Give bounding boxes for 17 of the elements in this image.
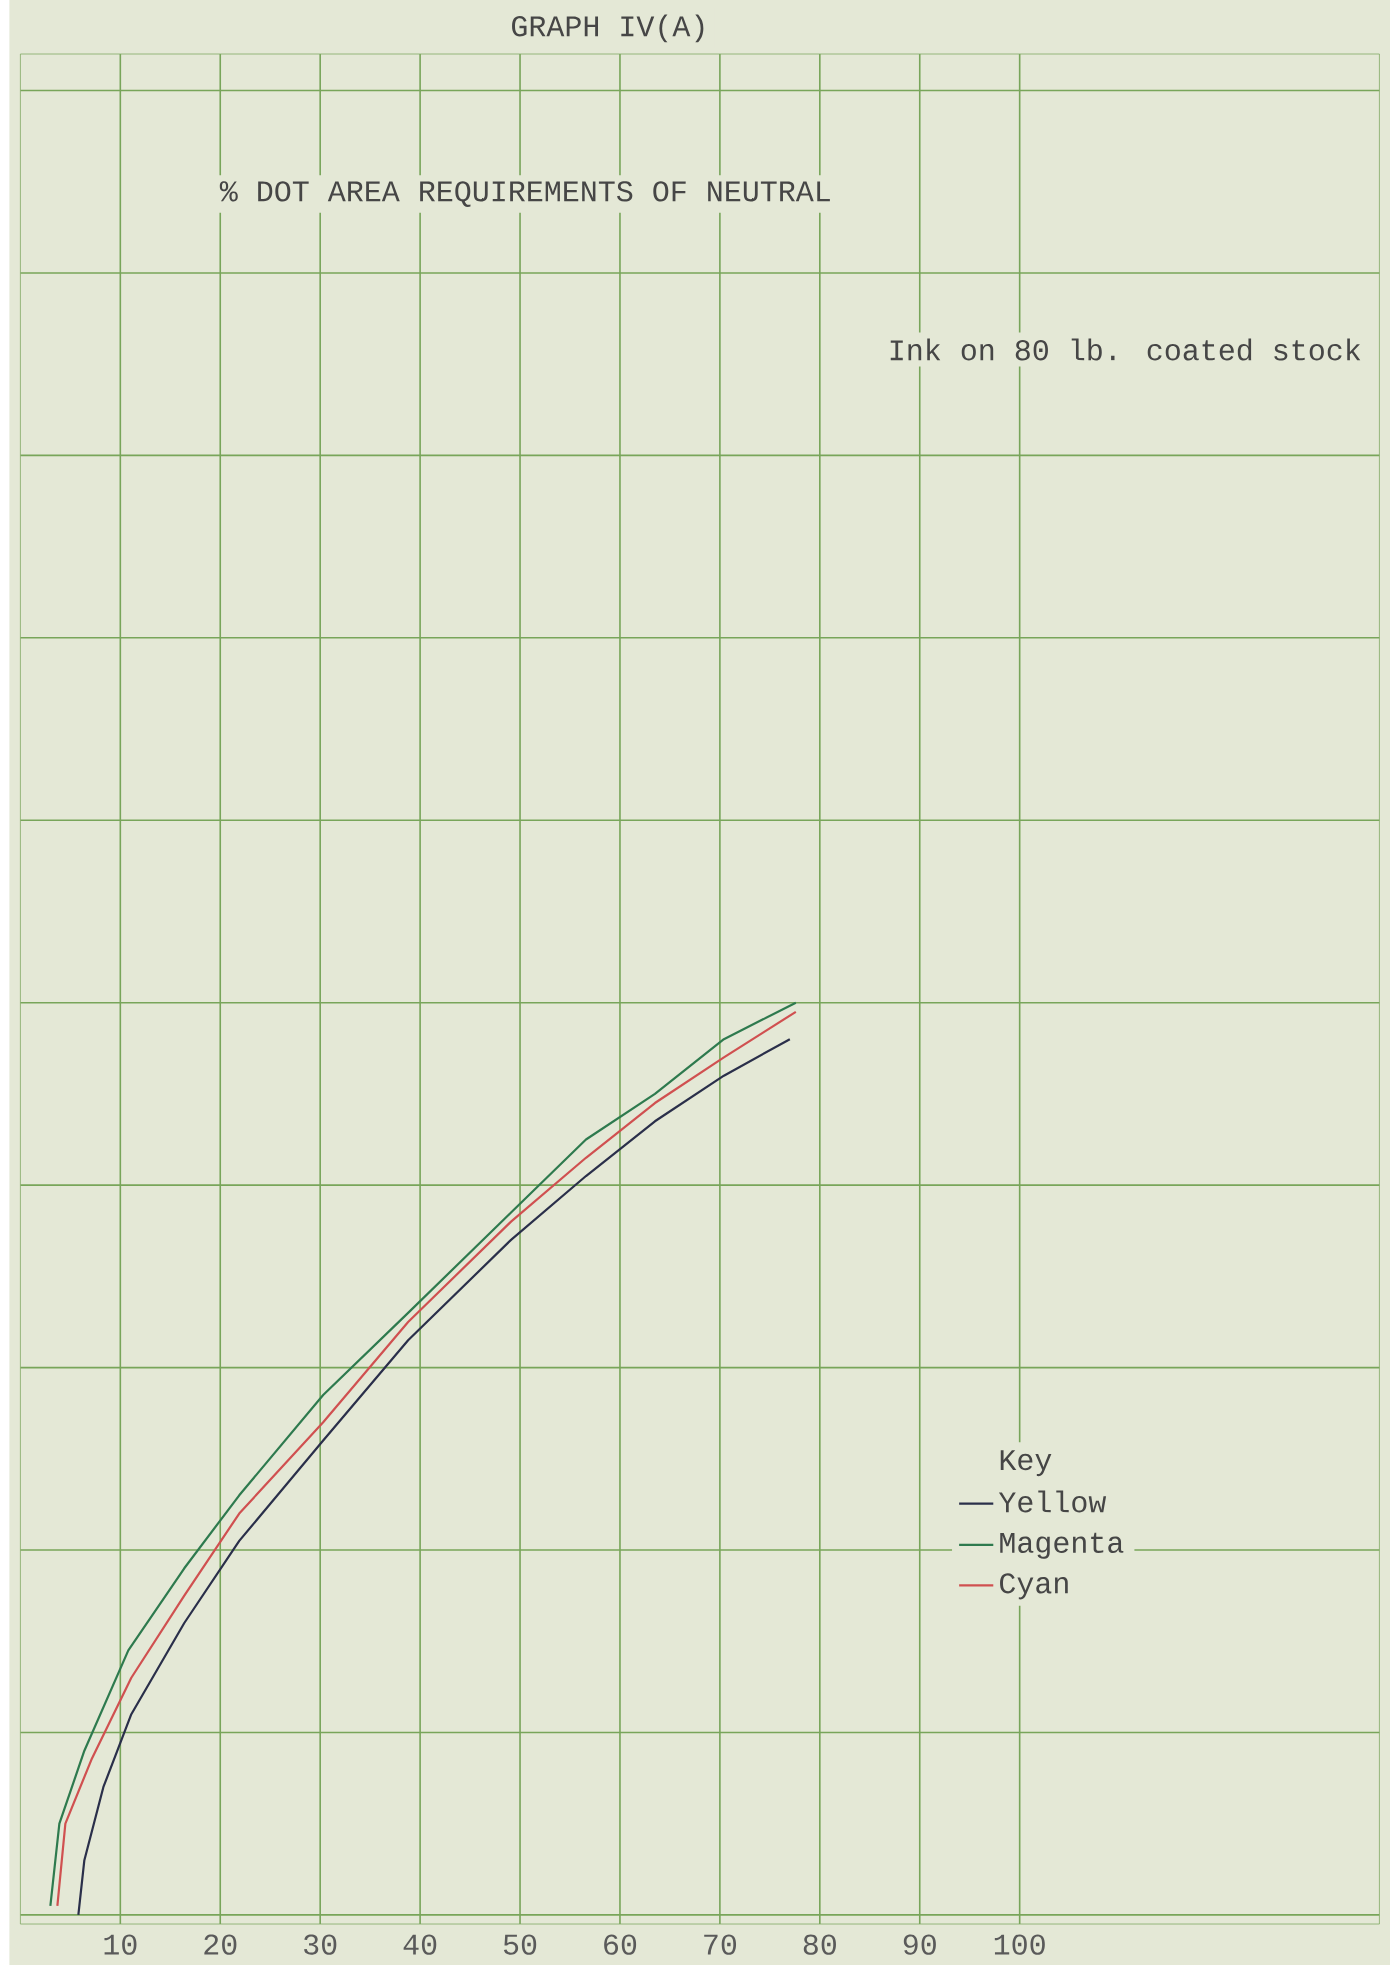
legend-title: Key [1000,1450,1052,1477]
x-tick-label: 80 [803,1934,836,1955]
legend-label: Yellow [998,1490,1106,1513]
x-tick-label: 40 [403,1934,437,1955]
x-tick-label: 70 [704,1934,736,1955]
legend-label: Magenta [1000,1532,1124,1559]
text: Ink on 80 lb. coated stock [890,338,1361,361]
chart-subtitle: % DOT AREA REQUIREMENTS OF NEUTRAL [219,181,830,207]
legend-label: Cyan [999,1573,1068,1600]
x-tick-label: 20 [204,1934,237,1955]
x-tick-label: 30 [303,1934,337,1955]
x-tick-label: 90 [903,1934,936,1955]
x-tick-label: 60 [603,1934,636,1955]
x-tick-label: 50 [503,1934,536,1955]
x-tick-label: 100 [994,1934,1045,1955]
x-tick-label: 10 [104,1934,137,1955]
chart-title: GRAPH IV(A) [511,14,704,43]
